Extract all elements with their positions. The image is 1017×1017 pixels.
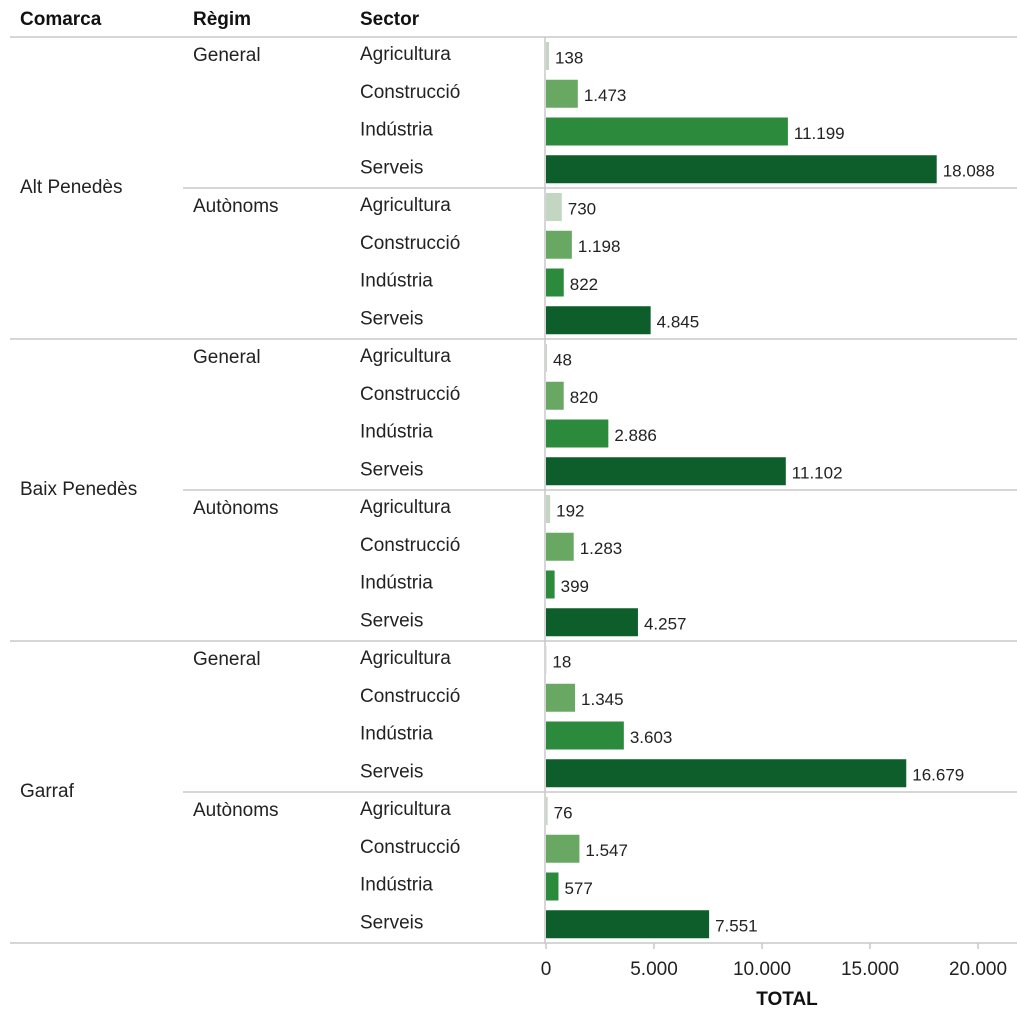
- sector-label: Agricultura: [360, 195, 451, 216]
- value-label: 1.473: [584, 86, 627, 105]
- bar: [546, 231, 572, 259]
- sector-label: Agricultura: [360, 799, 451, 820]
- sector-label: Serveis: [360, 912, 423, 933]
- value-label: 4.845: [657, 313, 700, 332]
- bar: [546, 42, 549, 70]
- value-label: 18: [552, 652, 571, 671]
- value-label: 11.199: [794, 124, 845, 143]
- sector-label: Serveis: [360, 308, 423, 329]
- bar: [546, 608, 638, 636]
- value-label: 4.257: [644, 615, 687, 634]
- value-label: 1.198: [578, 237, 621, 256]
- sector-label: Indústria: [360, 724, 433, 745]
- sector-label: Agricultura: [360, 497, 451, 518]
- sector-label: Construcció: [360, 384, 460, 405]
- value-label: 138: [555, 48, 583, 67]
- bar: [546, 495, 550, 523]
- x-tick-label: 5.000: [630, 959, 678, 980]
- regim-label: Autònoms: [193, 196, 279, 217]
- x-tick-label: 20.000: [949, 959, 1007, 980]
- x-tick-label: 0: [541, 959, 552, 980]
- header: Règim: [193, 9, 251, 30]
- value-label: 399: [561, 577, 589, 596]
- sector-label: Serveis: [360, 157, 423, 178]
- bar: [546, 722, 624, 750]
- value-label: 1.547: [585, 841, 628, 860]
- bar: [546, 382, 564, 410]
- comarca-label: Alt Penedès: [20, 177, 122, 198]
- sector-label: Serveis: [360, 610, 423, 631]
- sector-label: Serveis: [360, 459, 423, 480]
- regim-label: Autònoms: [193, 800, 279, 821]
- x-tick-label: 10.000: [733, 959, 791, 980]
- sector-label: Indústria: [360, 875, 433, 896]
- sector-label: Agricultura: [360, 648, 451, 669]
- regim-label: General: [193, 347, 261, 368]
- value-label: 11.102: [792, 464, 843, 483]
- x-axis-label: TOTAL: [756, 989, 818, 1010]
- value-label: 16.679: [912, 766, 964, 785]
- value-label: 822: [570, 275, 598, 294]
- sector-label: Construcció: [360, 233, 460, 254]
- sector-label: Construcció: [360, 535, 460, 556]
- bar: [546, 269, 564, 297]
- bar: [546, 910, 709, 938]
- value-label: 76: [554, 803, 573, 822]
- bar: [546, 759, 906, 787]
- bar: [546, 118, 788, 146]
- sector-label: Indústria: [360, 573, 433, 594]
- bar: [546, 80, 578, 108]
- value-label: 2.886: [614, 426, 657, 445]
- sector-label: Indústria: [360, 271, 433, 292]
- comarca-label: Garraf: [20, 781, 75, 802]
- bar: [546, 420, 608, 448]
- value-label: 820: [570, 388, 598, 407]
- bar: [546, 571, 555, 599]
- sector-label: Construcció: [360, 686, 460, 707]
- header: Sector: [360, 9, 420, 30]
- bar: [546, 873, 558, 901]
- bar: [546, 457, 786, 485]
- value-label: 577: [564, 879, 592, 898]
- sector-label: Indústria: [360, 120, 433, 141]
- value-label: 192: [556, 501, 584, 520]
- value-label: 1.283: [580, 539, 623, 558]
- bar: [546, 684, 575, 712]
- value-label: 18.088: [943, 162, 995, 181]
- x-tick-label: 15.000: [841, 959, 899, 980]
- value-label: 3.603: [630, 728, 673, 747]
- value-label: 730: [568, 199, 596, 218]
- bar: [546, 797, 548, 825]
- bar: [546, 835, 579, 863]
- sector-label: Construcció: [360, 837, 460, 858]
- sector-label: Agricultura: [360, 346, 451, 367]
- sector-label: Agricultura: [360, 44, 451, 65]
- header: Comarca: [20, 9, 102, 30]
- regim-label: Autònoms: [193, 498, 279, 519]
- regim-label: General: [193, 649, 261, 670]
- sector-label: Serveis: [360, 761, 423, 782]
- value-label: 7.551: [715, 917, 758, 936]
- value-label: 48: [553, 350, 572, 369]
- bar: [546, 344, 547, 372]
- bar: [546, 155, 937, 183]
- comarca-label: Baix Penedès: [20, 479, 137, 500]
- sector-label: Construcció: [360, 82, 460, 103]
- regim-label: General: [193, 45, 261, 66]
- bar: [546, 306, 651, 334]
- bar: [546, 533, 574, 561]
- bar: [546, 193, 562, 221]
- sector-label: Indústria: [360, 422, 433, 443]
- value-label: 1.345: [581, 690, 624, 709]
